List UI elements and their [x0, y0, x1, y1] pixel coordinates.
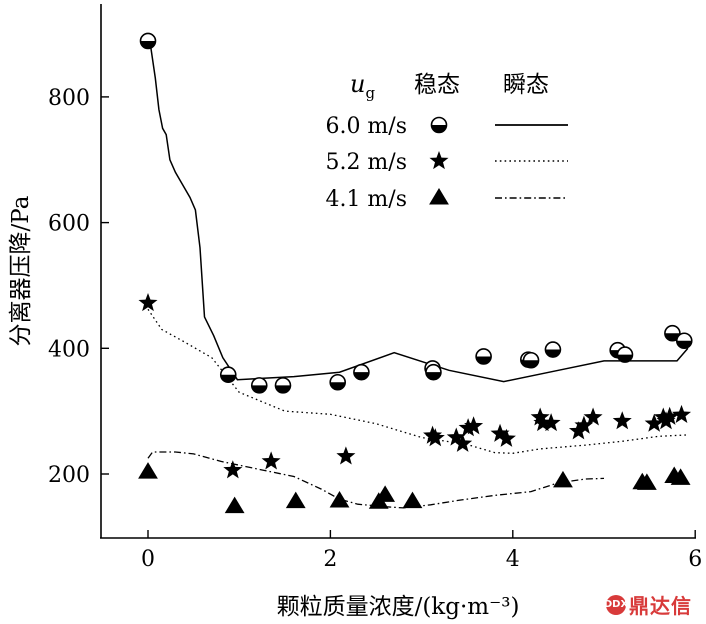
- x-ticks: 0 2 4 6: [141, 530, 702, 572]
- legend-marker: [429, 187, 449, 205]
- y-axis-label: 分离器压降/Pa: [8, 195, 34, 346]
- legend-series-label: 5.2 m/s: [325, 150, 407, 175]
- data-point: [219, 366, 237, 383]
- data-point: [574, 415, 594, 434]
- data-point: [261, 451, 281, 470]
- legend-header-variable: ug: [350, 70, 375, 102]
- data-point: [675, 332, 693, 350]
- x-tick-label: 6: [688, 547, 702, 572]
- legend-marker: [430, 116, 448, 134]
- legend-rows: 6.0 m/s 5.2 m/s 4.1 m/s: [325, 114, 568, 212]
- data-point: [612, 411, 632, 430]
- y-tick-label: 600: [48, 212, 90, 237]
- series-line: [147, 41, 689, 383]
- data-point: [496, 428, 516, 447]
- data-point: [530, 407, 550, 426]
- legend-series-label: 4.1 m/s: [325, 187, 407, 212]
- data-point: [402, 491, 423, 509]
- y-tick-label: 200: [48, 463, 90, 488]
- data-point: [636, 473, 657, 490]
- y-tick-label: 400: [48, 337, 90, 362]
- legend-header-steady: 稳态: [414, 72, 460, 98]
- data-point: [138, 293, 158, 312]
- data-point: [664, 324, 681, 342]
- legend-series-label: 6.0 m/s: [325, 114, 407, 139]
- data-point: [425, 363, 442, 381]
- data-point: [653, 407, 673, 426]
- data-point: [644, 413, 664, 432]
- data-point: [475, 348, 492, 365]
- x-tick-label: 0: [141, 547, 155, 572]
- data-point: [583, 407, 603, 426]
- y-ticks: 200 400 600 800: [48, 86, 109, 488]
- legend: ug 稳态 瞬态 6.0 m/s 5.2 m/s 4.1 m/s: [325, 70, 568, 212]
- data-point: [274, 377, 292, 394]
- plot-area: [138, 32, 693, 514]
- data-point: [522, 351, 540, 369]
- data-point: [464, 416, 484, 435]
- data-point: [541, 413, 561, 432]
- data-point: [329, 490, 350, 508]
- data-point: [329, 373, 346, 391]
- legend-header-transient: 瞬态: [503, 72, 549, 98]
- watermark: DDX 鼎达信: [604, 590, 692, 619]
- data-point: [250, 377, 268, 394]
- x-tick-label: 4: [506, 547, 520, 572]
- data-point: [616, 346, 634, 363]
- data-point: [458, 418, 478, 437]
- data-point: [446, 427, 466, 446]
- data-point: [423, 425, 443, 444]
- data-point: [138, 462, 158, 479]
- data-point: [660, 406, 680, 425]
- series-line: [147, 451, 605, 509]
- series-lines: [147, 41, 689, 509]
- data-point: [490, 423, 510, 442]
- legend-header-sub: g: [365, 84, 375, 102]
- data-point: [568, 421, 588, 440]
- data-point: [375, 485, 396, 502]
- data-point: [425, 428, 445, 447]
- data-point: [224, 496, 245, 514]
- data-point: [285, 491, 306, 509]
- data-point: [544, 341, 562, 358]
- data-point: [139, 32, 157, 50]
- data-point: [353, 363, 370, 381]
- data-point: [223, 460, 243, 479]
- data-point: [672, 404, 692, 424]
- watermark-logo-icon: DDX: [604, 594, 628, 615]
- watermark-text: 鼎达信: [629, 594, 692, 618]
- x-tick-label: 2: [323, 547, 337, 572]
- legend-marker: [429, 151, 449, 170]
- axes: 0 2 4 6 200 400 600 800: [48, 4, 702, 572]
- data-point: [533, 413, 553, 432]
- series-markers: [138, 32, 693, 514]
- data-point: [553, 470, 573, 488]
- data-point: [336, 446, 356, 465]
- legend-header-u: u: [350, 70, 365, 98]
- y-tick-label: 800: [48, 86, 90, 111]
- data-point: [670, 468, 691, 485]
- x-axis-label: 颗粒质量浓度/(kg·m⁻³): [277, 594, 520, 620]
- data-point: [453, 433, 473, 452]
